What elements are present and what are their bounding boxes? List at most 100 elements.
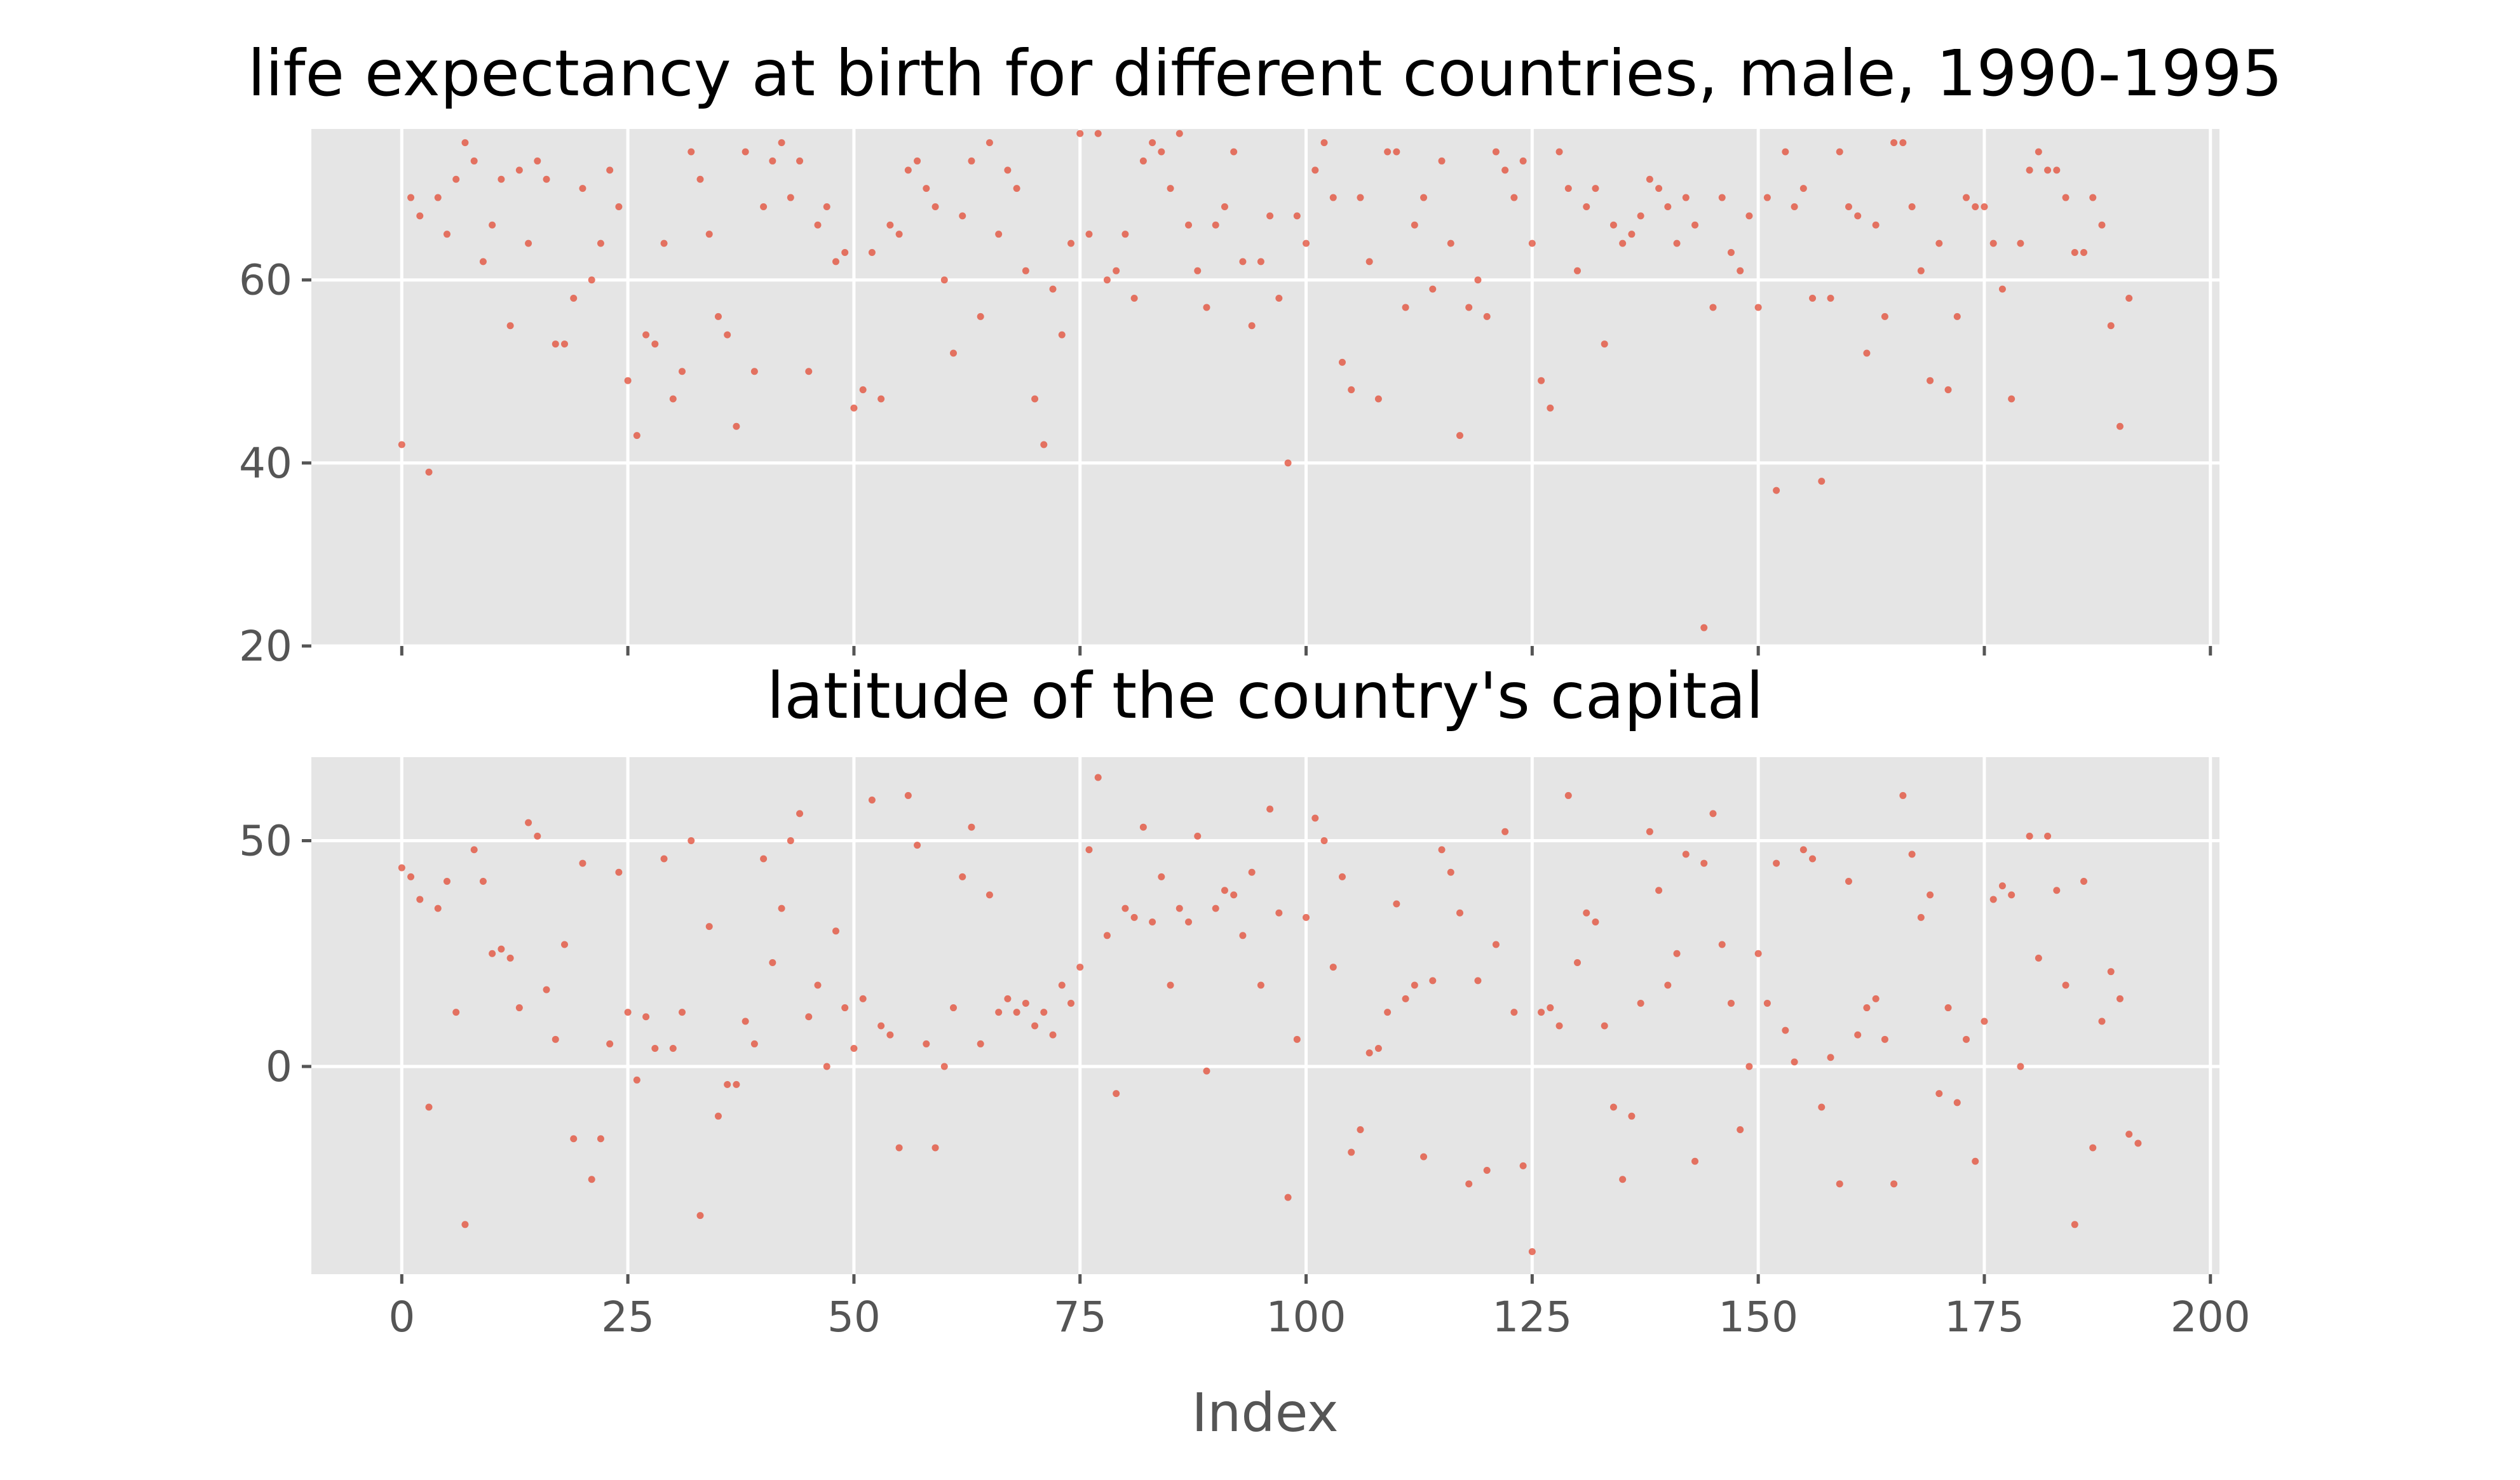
data-point [2089, 194, 2097, 201]
data-point [1935, 1090, 1943, 1098]
data-point [2017, 239, 2024, 247]
data-point [832, 258, 839, 266]
data-point [733, 1080, 740, 1088]
data-point [1357, 194, 1364, 201]
data-point [1601, 340, 1608, 348]
data-point [940, 276, 948, 284]
data-point [1094, 130, 1102, 137]
data-point [1374, 1045, 1382, 1053]
data-point [1754, 950, 1762, 957]
data-point [1637, 212, 1644, 220]
data-point [443, 878, 450, 885]
data-point [1583, 203, 1590, 210]
data-point [841, 248, 849, 256]
data-point [425, 1103, 433, 1111]
data-point [1917, 913, 1925, 921]
data-point [1655, 887, 1663, 894]
data-point [1212, 221, 1219, 229]
data-point [859, 995, 867, 1002]
data-point [1158, 873, 1165, 880]
data-point [1935, 239, 1943, 247]
data-point [525, 239, 532, 247]
data-point [1393, 900, 1400, 908]
data-point [841, 1004, 849, 1012]
data-point [1538, 377, 1545, 384]
data-point [660, 855, 668, 863]
data-point [1709, 810, 1717, 817]
data-point [850, 404, 858, 412]
data-point [714, 1112, 722, 1120]
y-tick-label: 40 [239, 439, 292, 488]
data-point [1447, 868, 1454, 876]
x-tick-label: 200 [2171, 1293, 2251, 1342]
data-point [1239, 258, 1247, 266]
data-point [660, 239, 668, 247]
data-point [669, 1045, 677, 1053]
data-point [1284, 459, 1292, 467]
data-point [1673, 950, 1681, 957]
data-point [787, 837, 794, 845]
data-point [1393, 148, 1400, 156]
data-point [705, 231, 713, 238]
data-point [1519, 157, 1527, 165]
data-point [1429, 977, 1437, 985]
data-point [1194, 832, 1202, 840]
data-point [2044, 166, 2052, 174]
data-point [434, 194, 442, 201]
data-point [2026, 166, 2033, 174]
data-point [1402, 304, 1409, 311]
data-point [832, 927, 839, 935]
data-point [1094, 774, 1102, 781]
data-point [2035, 148, 2042, 156]
data-point [1058, 981, 1066, 989]
data-point [1248, 868, 1256, 876]
data-point [1194, 267, 1202, 274]
data-point [1004, 166, 1012, 174]
data-point [2125, 1131, 2133, 1138]
data-point [1809, 295, 1817, 302]
data-point [633, 432, 640, 440]
plot-background [311, 757, 2219, 1274]
data-point [923, 185, 930, 192]
data-point [1881, 313, 1888, 320]
data-point [923, 1040, 930, 1047]
data-point [597, 239, 604, 247]
data-point [1212, 905, 1219, 912]
data-point [1827, 1054, 1834, 1061]
data-point [2044, 832, 2052, 840]
data-point [696, 175, 704, 183]
data-point [1927, 377, 1934, 384]
data-point [579, 859, 586, 867]
data-point [579, 185, 586, 192]
data-point [398, 864, 405, 871]
data-point [534, 157, 541, 165]
data-point [1076, 130, 1084, 137]
data-point [742, 148, 749, 156]
data-point [1854, 1031, 1862, 1039]
data-point [1338, 873, 1346, 880]
grid-lines [311, 757, 2219, 1274]
data-point [1962, 1035, 1970, 1043]
data-point [886, 221, 894, 229]
data-point [778, 139, 785, 147]
data-point [859, 386, 867, 394]
latitude-panel: 0 25 50 75 100 125 150 175 200 0 50 latitude of th… [239, 659, 2251, 1444]
data-point [1727, 999, 1735, 1007]
axis-ticks [302, 278, 2212, 656]
data-point [1348, 1148, 1355, 1156]
data-point [1899, 791, 1907, 799]
data-point [1899, 139, 1907, 147]
data-point [1022, 267, 1029, 274]
data-point [2035, 954, 2042, 962]
data-point [1655, 185, 1663, 192]
data-point [895, 1144, 903, 1152]
data-point [1185, 221, 1193, 229]
data-point [1076, 964, 1084, 971]
data-point [552, 340, 559, 348]
data-point [407, 194, 415, 201]
data-point [1628, 231, 1636, 238]
data-point [588, 1176, 595, 1183]
data-point [2053, 166, 2061, 174]
data-point [1691, 221, 1699, 229]
